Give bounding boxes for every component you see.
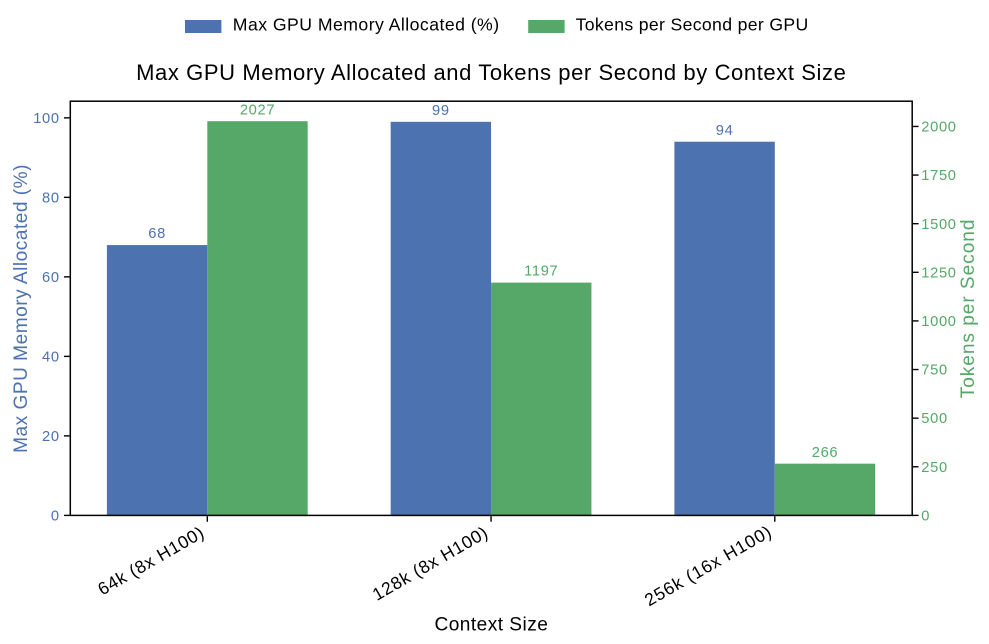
svg-text:2000: 2000	[921, 120, 956, 136]
svg-text:250: 250	[921, 460, 948, 476]
svg-text:266: 266	[812, 445, 839, 461]
svg-text:1000: 1000	[921, 314, 956, 330]
svg-text:100: 100	[33, 111, 60, 127]
svg-text:80: 80	[42, 190, 60, 206]
svg-text:60: 60	[42, 270, 60, 286]
svg-text:Context Size: Context Size	[434, 615, 548, 636]
svg-text:94: 94	[716, 123, 734, 139]
svg-text:20: 20	[42, 429, 60, 445]
svg-text:0: 0	[921, 508, 930, 524]
svg-text:Max GPU Memory Allocated (%): Max GPU Memory Allocated (%)	[11, 164, 32, 453]
svg-text:1250: 1250	[921, 265, 956, 281]
svg-text:Max GPU Memory Allocated (%): Max GPU Memory Allocated (%)	[233, 14, 500, 34]
svg-text:500: 500	[921, 411, 948, 427]
svg-text:Tokens per Second: Tokens per Second	[958, 219, 979, 399]
svg-text:40: 40	[42, 349, 60, 365]
svg-text:1500: 1500	[921, 217, 956, 233]
svg-text:750: 750	[921, 363, 948, 379]
svg-text:1197: 1197	[524, 264, 558, 280]
svg-text:68: 68	[148, 226, 166, 242]
svg-text:0: 0	[51, 508, 60, 524]
svg-text:Max GPU Memory Allocated and T: Max GPU Memory Allocated and Tokens per …	[136, 60, 846, 85]
svg-text:99: 99	[432, 103, 450, 119]
svg-text:1750: 1750	[921, 168, 956, 184]
svg-text:2027: 2027	[240, 102, 275, 118]
svg-text:Tokens per Second per GPU: Tokens per Second per GPU	[576, 14, 809, 34]
